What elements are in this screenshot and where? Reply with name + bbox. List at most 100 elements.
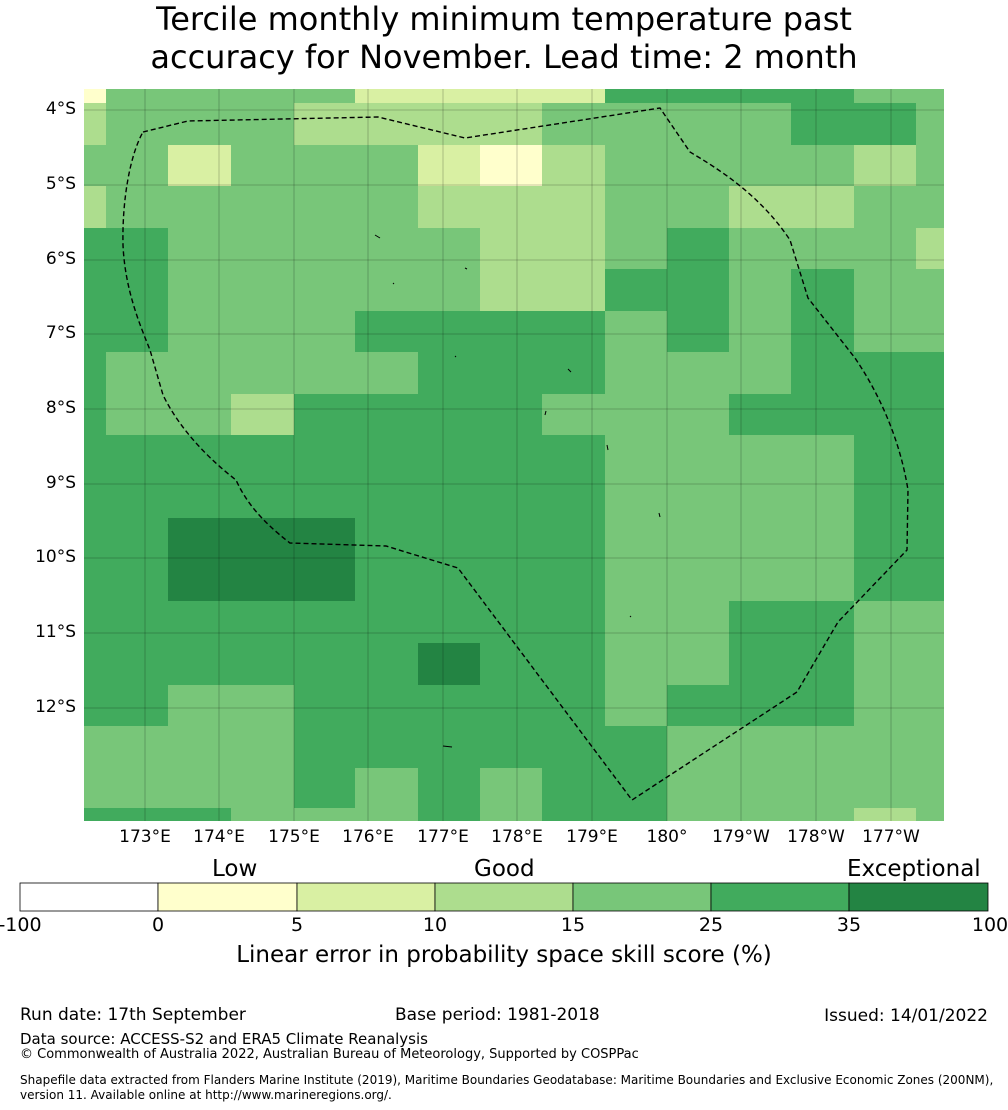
grid-cell — [605, 311, 667, 352]
grid-cell — [294, 601, 355, 643]
grid-cell — [667, 352, 729, 394]
grid-cell — [418, 768, 480, 808]
grid-cell — [106, 685, 168, 726]
grid-cell — [605, 89, 667, 103]
grid-cell — [168, 186, 231, 228]
grid-cell — [667, 560, 729, 601]
colorbar-segment — [296, 882, 436, 912]
grid-cell — [168, 601, 231, 643]
grid-cell — [791, 311, 854, 352]
grid-cell — [729, 726, 791, 768]
grid-cell — [355, 643, 418, 685]
map-title: Tercile monthly minimum temperature past… — [0, 0, 1008, 76]
grid-cell — [106, 643, 168, 685]
grid-cell — [480, 228, 542, 269]
grid-cell — [418, 685, 480, 726]
grid-cell — [168, 518, 231, 560]
grid-cell — [605, 145, 667, 186]
grid-cell — [916, 518, 944, 560]
latitude-label: 4°S — [45, 99, 76, 119]
grid-cell — [418, 186, 480, 228]
colorbar-tick-label: -100 — [0, 914, 42, 936]
grid-cell — [605, 435, 667, 477]
grid-cell — [480, 145, 542, 186]
grid-cell — [418, 269, 480, 311]
skill-grid — [84, 89, 944, 821]
run-date: Run date: 17th September — [20, 1005, 246, 1025]
grid-cell — [916, 394, 944, 435]
grid-cell — [542, 352, 605, 394]
grid-cell — [480, 311, 542, 352]
grid-cell — [916, 103, 944, 145]
grid-cell — [605, 601, 667, 643]
grid-cell — [168, 643, 231, 685]
grid-cell — [667, 477, 729, 518]
grid-cell — [106, 435, 168, 477]
grid-cell — [355, 394, 418, 435]
grid-cell — [231, 103, 294, 145]
grid-cell — [418, 89, 480, 103]
longitude-label: 177°W — [862, 827, 920, 847]
grid-cell — [667, 768, 729, 808]
grid-cell — [355, 352, 418, 394]
grid-cell — [480, 269, 542, 311]
grid-cell — [542, 685, 605, 726]
grid-cell — [667, 103, 729, 145]
grid-cell — [106, 89, 168, 103]
grid-cell — [854, 311, 916, 352]
longitude-label: 178°E — [491, 827, 543, 847]
grid-cell — [418, 228, 480, 269]
grid-cell — [605, 228, 667, 269]
grid-cell — [542, 560, 605, 601]
grid-cell — [791, 145, 854, 186]
grid-cell — [542, 518, 605, 560]
grid-cell — [168, 477, 231, 518]
grid-cell — [605, 394, 667, 435]
grid-cell — [231, 808, 294, 821]
grid-cell — [294, 228, 355, 269]
colorbar-tick-label: 35 — [836, 914, 862, 936]
grid-cell — [791, 435, 854, 477]
grid-cell — [854, 352, 916, 394]
grid-cell — [542, 435, 605, 477]
grid-cell — [729, 808, 791, 821]
grid-cell — [168, 808, 231, 821]
title-line-2: accuracy for November. Lead time: 2 mont… — [150, 38, 858, 76]
grid-cell — [542, 311, 605, 352]
island — [606, 444, 609, 451]
grid-cell — [791, 352, 854, 394]
grid-cell — [231, 601, 294, 643]
latitude-label: 6°S — [45, 249, 76, 269]
grid-cell — [168, 89, 231, 103]
grid-cell — [542, 145, 605, 186]
grid-cell — [106, 726, 168, 768]
grid-cell — [542, 228, 605, 269]
grid-cell — [294, 435, 355, 477]
grid-cell — [542, 768, 605, 808]
grid-cell — [667, 228, 729, 269]
grid-cell — [791, 685, 854, 726]
grid-cell — [542, 103, 605, 145]
grid-cell — [168, 685, 231, 726]
grid-cell — [84, 89, 106, 103]
grid-cell — [854, 103, 916, 145]
grid-cell — [294, 103, 355, 145]
grid-cell — [667, 269, 729, 311]
grid-cell — [916, 808, 944, 821]
island — [629, 615, 632, 618]
grid-cell — [791, 477, 854, 518]
grid-cell — [916, 269, 944, 311]
grid-cell — [231, 518, 294, 560]
grid-cell — [480, 89, 542, 103]
grid-cell — [84, 394, 106, 435]
grid-cell — [84, 435, 106, 477]
longitude-label: 174°E — [193, 827, 245, 847]
grid-cell — [791, 89, 854, 103]
grid-cell — [106, 477, 168, 518]
grid-cell — [294, 269, 355, 311]
grid-cell — [729, 477, 791, 518]
grid-cell — [480, 560, 542, 601]
grid-cell — [605, 643, 667, 685]
grid-cell — [916, 352, 944, 394]
grid-cell — [542, 186, 605, 228]
